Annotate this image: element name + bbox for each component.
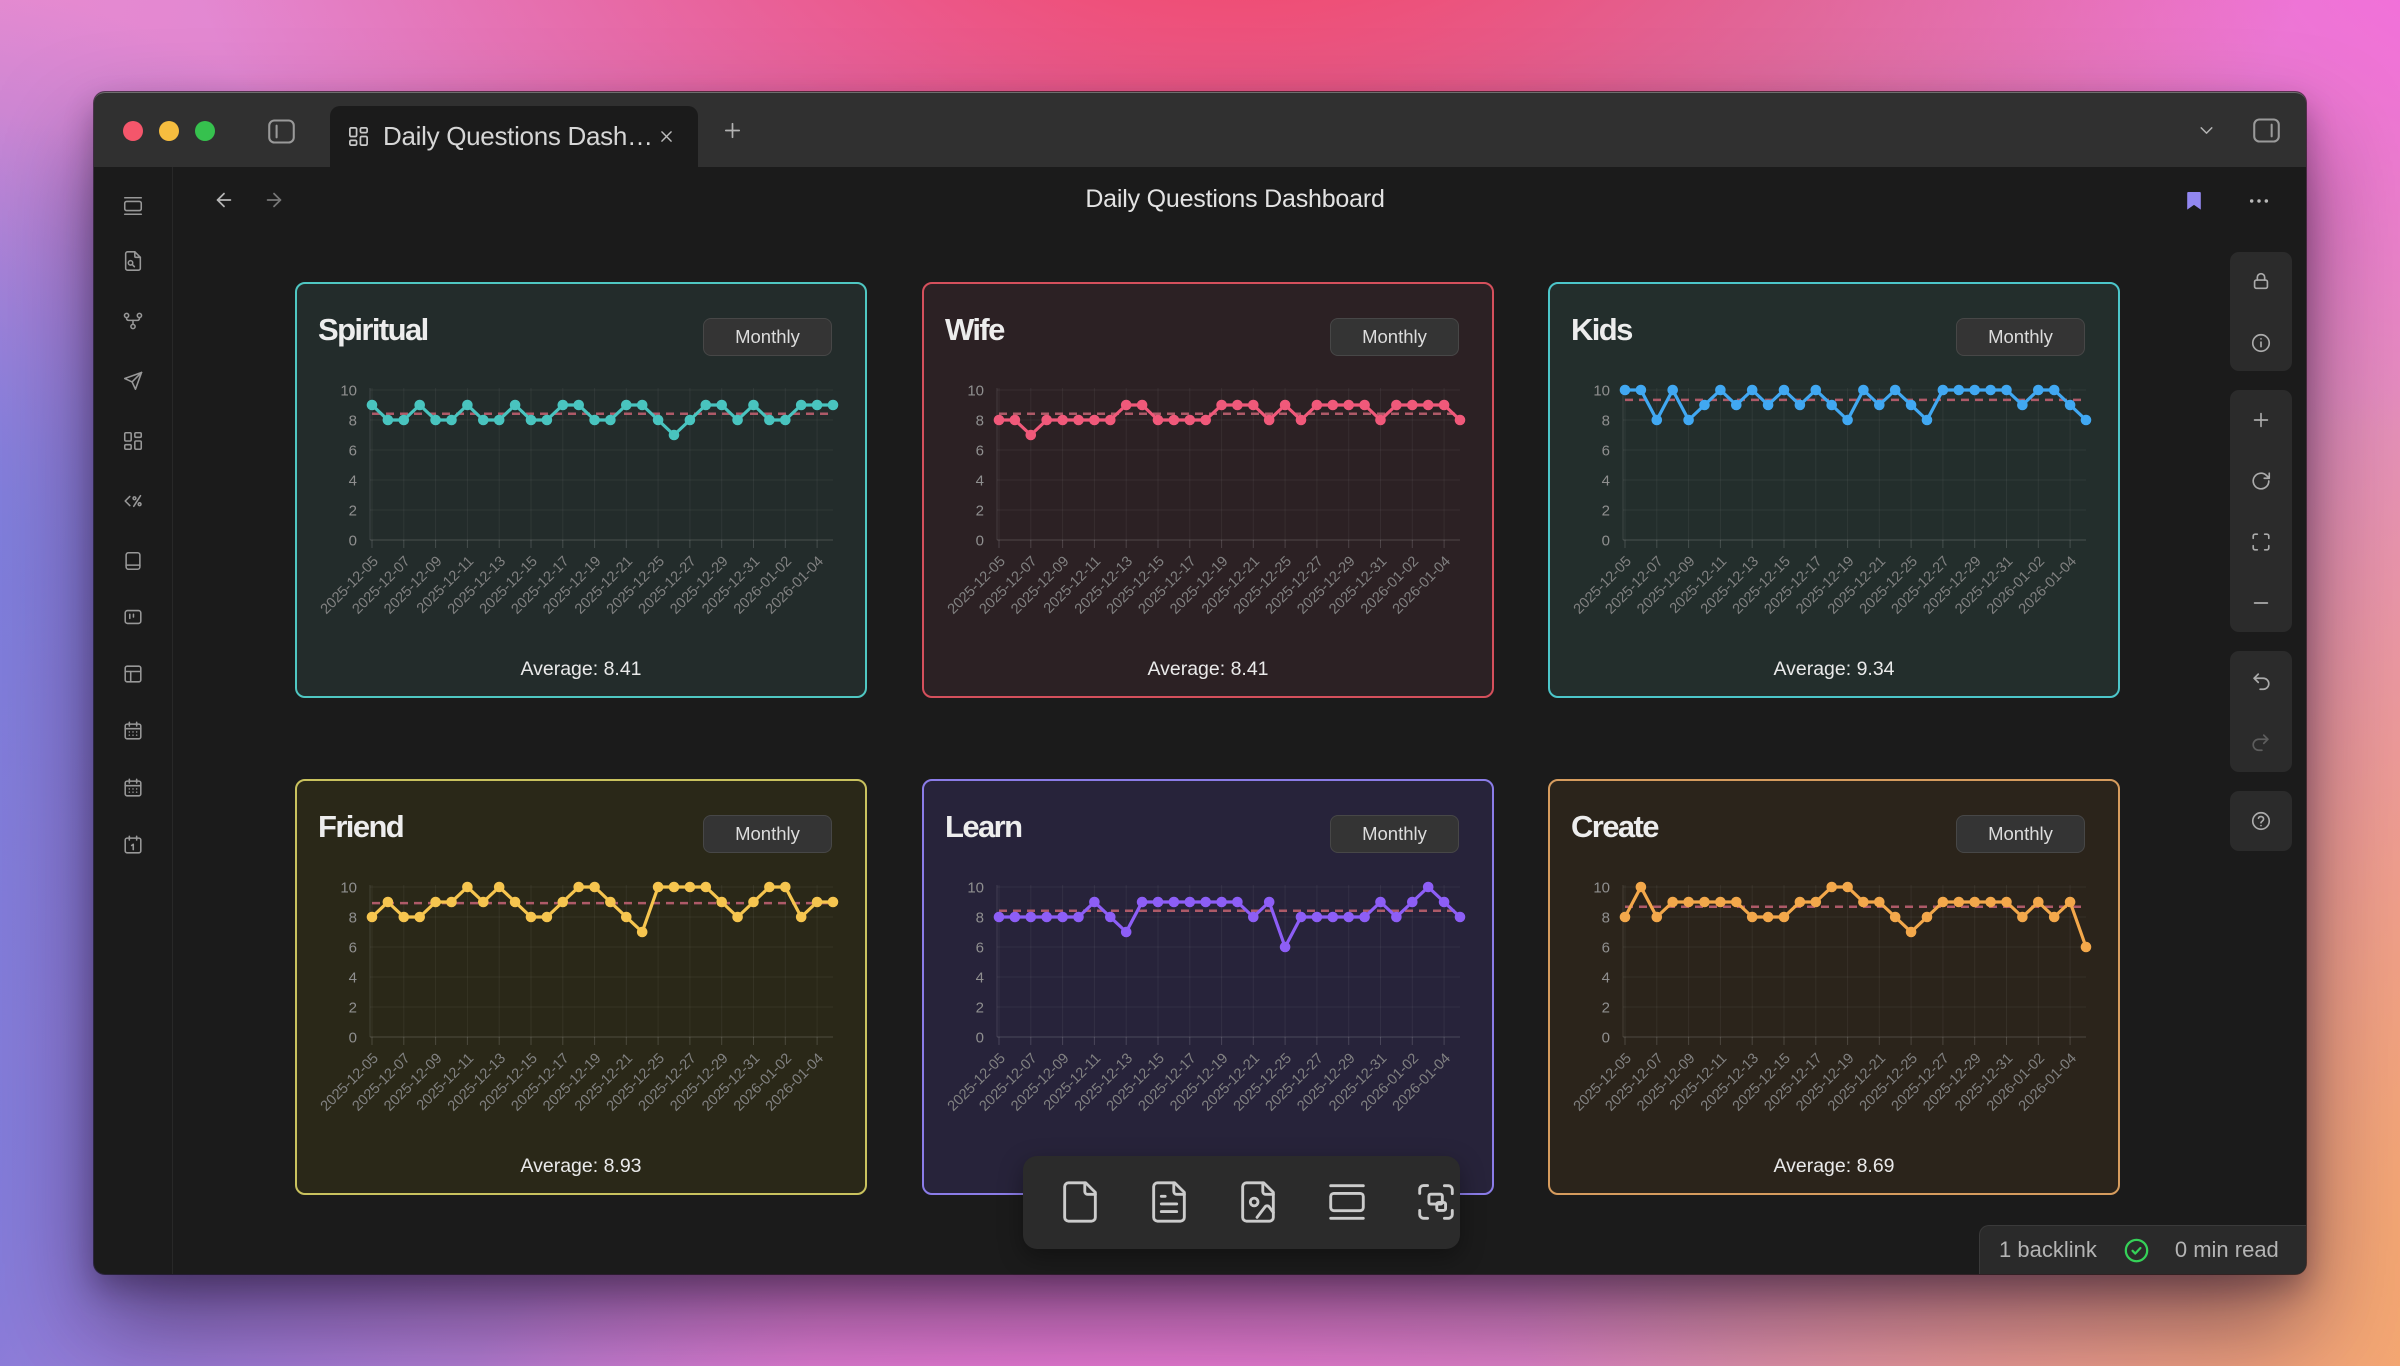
svg-text:10: 10 (1593, 383, 1610, 400)
svg-text:4: 4 (1602, 473, 1610, 490)
svg-text:2: 2 (349, 503, 357, 520)
svg-text:8: 8 (349, 910, 357, 927)
svg-text:4: 4 (349, 473, 357, 490)
svg-text:0: 0 (349, 533, 357, 550)
svg-text:4: 4 (976, 473, 984, 490)
svg-text:0: 0 (976, 533, 984, 550)
svg-text:2: 2 (1602, 503, 1610, 520)
svg-text:8: 8 (1602, 413, 1610, 430)
svg-text:10: 10 (967, 880, 984, 897)
svg-text:6: 6 (1602, 940, 1610, 957)
svg-text:0: 0 (349, 1030, 357, 1047)
svg-text:8: 8 (1602, 910, 1610, 927)
svg-text:2: 2 (976, 1000, 984, 1017)
svg-text:4: 4 (976, 970, 984, 987)
svg-text:0: 0 (1602, 1030, 1610, 1047)
svg-text:6: 6 (349, 940, 357, 957)
svg-text:8: 8 (976, 910, 984, 927)
svg-text:0: 0 (976, 1030, 984, 1047)
svg-text:10: 10 (340, 383, 357, 400)
svg-text:10: 10 (1593, 880, 1610, 897)
svg-text:6: 6 (976, 443, 984, 460)
svg-text:6: 6 (349, 443, 357, 460)
svg-text:10: 10 (967, 383, 984, 400)
svg-text:0: 0 (1602, 533, 1610, 550)
svg-text:2: 2 (976, 503, 984, 520)
svg-text:6: 6 (1602, 443, 1610, 460)
svg-text:4: 4 (1602, 970, 1610, 987)
svg-text:2: 2 (349, 1000, 357, 1017)
svg-text:8: 8 (976, 413, 984, 430)
svg-text:10: 10 (340, 880, 357, 897)
svg-text:8: 8 (349, 413, 357, 430)
svg-text:4: 4 (349, 970, 357, 987)
svg-text:2: 2 (1602, 1000, 1610, 1017)
svg-text:6: 6 (976, 940, 984, 957)
